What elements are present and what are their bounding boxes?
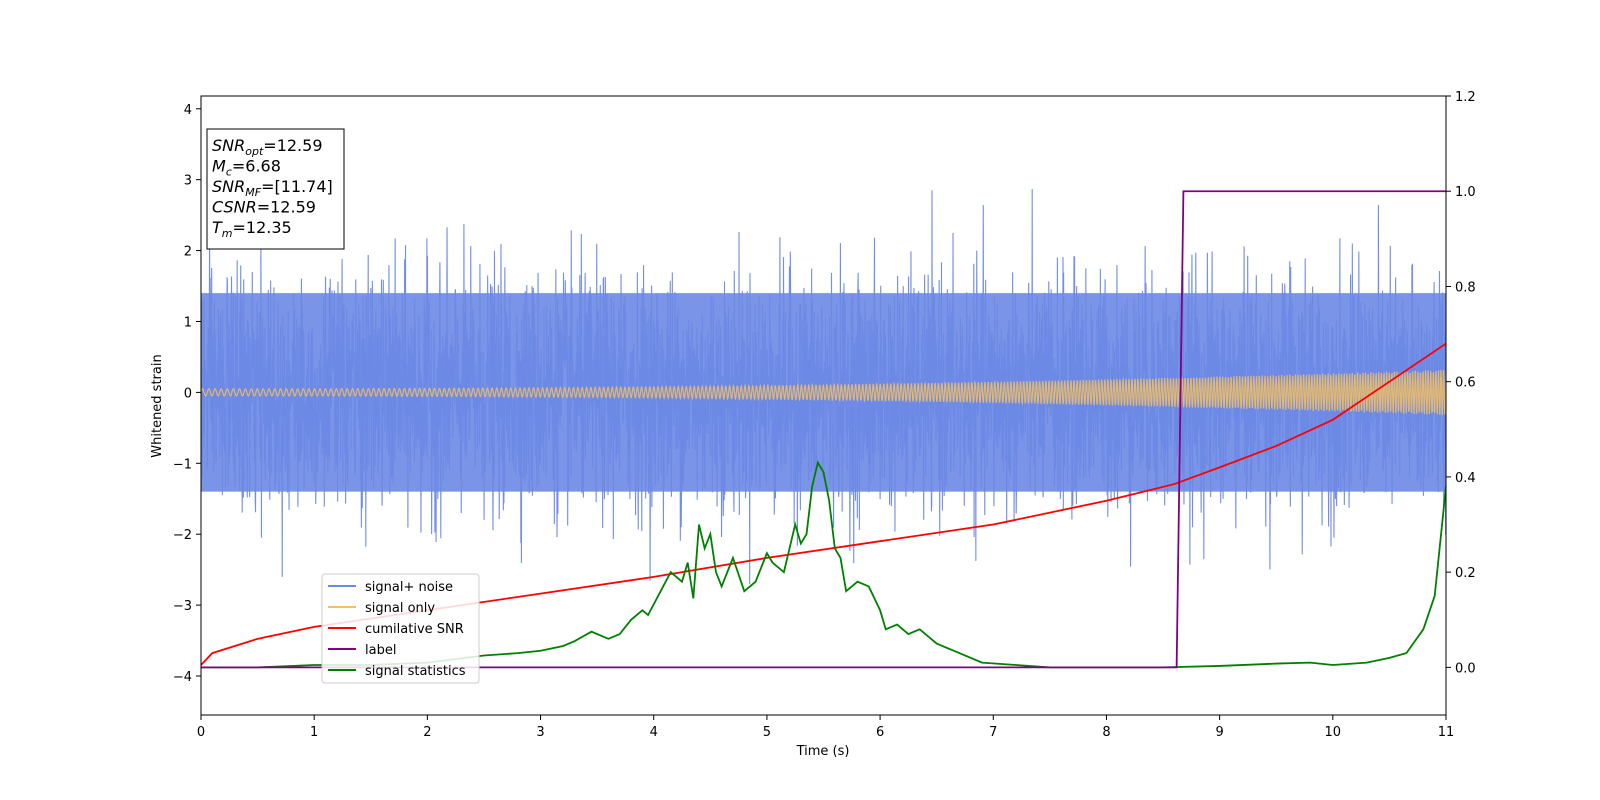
y-right-tick-label: 1.0	[1455, 185, 1476, 200]
legend-frame	[321, 573, 480, 684]
y-left-tick-label: 4	[184, 103, 192, 118]
info-box-line: SNRopt=12.59	[212, 136, 323, 158]
info-box-line: Mc=6.68	[212, 157, 281, 179]
y-axis-label: Whitened strain	[150, 354, 165, 457]
y-left-tick-label: −1	[173, 457, 192, 472]
legend: signal+ noise signal only cumilative SNR la…	[321, 573, 480, 684]
y-right-tick-label: 0.2	[1455, 566, 1476, 581]
x-tick-label: 11	[1438, 725, 1455, 740]
info-box-line: Tm=12.35	[212, 218, 292, 240]
legend-label: signal only	[365, 601, 435, 616]
y-left-tick-label: 2	[184, 245, 192, 260]
info-box-line: CSNR=12.59	[212, 198, 316, 217]
x-tick-label: 3	[536, 725, 544, 740]
info-box-frame	[206, 128, 345, 250]
info-box: SNRopt=12.59Mc=6.68SNRMF=[11.74]CSNR=12.…	[206, 128, 345, 250]
x-tick-label: 7	[989, 725, 997, 740]
x-tick-label: 0	[197, 725, 205, 740]
info-box-line: SNRMF=[11.74]	[212, 177, 333, 199]
y-right-tick-label: 0.8	[1455, 280, 1476, 295]
y-left-tick-label: −4	[173, 670, 192, 685]
y-right-tick-label: 0.6	[1455, 376, 1476, 391]
x-tick-label: 4	[650, 725, 658, 740]
signal-only-trace	[201, 369, 1446, 415]
x-tick-label: 5	[763, 725, 771, 740]
y-right-tick-label: 1.2	[1455, 90, 1476, 105]
x-tick-label: 2	[423, 725, 431, 740]
legend-label: signal statistics	[365, 664, 466, 679]
legend-label: cumilative SNR	[365, 622, 464, 637]
y-right-tick-label: 0.4	[1455, 471, 1476, 486]
legend-label: signal+ noise	[365, 580, 453, 595]
y-left-tick-label: −2	[173, 528, 192, 543]
x-tick-label: 6	[876, 725, 884, 740]
y-left-tick-label: 0	[184, 386, 192, 401]
x-tick-label: 1	[310, 725, 318, 740]
label-line	[201, 190, 1446, 669]
y-left-tick-label: 3	[184, 174, 192, 189]
y-left-tick-label: 1	[184, 315, 192, 330]
x-tick-label: 9	[1215, 725, 1223, 740]
x-axis-label: Time (s)	[796, 744, 850, 759]
plot-frame	[200, 95, 1447, 716]
legend-label: label	[365, 643, 396, 658]
x-tick-label: 8	[1102, 725, 1110, 740]
y-right-tick-label: 0.0	[1455, 661, 1476, 676]
signal-only-line	[201, 369, 1446, 415]
y-left-tick-label: −3	[173, 599, 192, 614]
cumulative-snr-line	[201, 342, 1446, 666]
x-tick-label: 10	[1325, 725, 1342, 740]
